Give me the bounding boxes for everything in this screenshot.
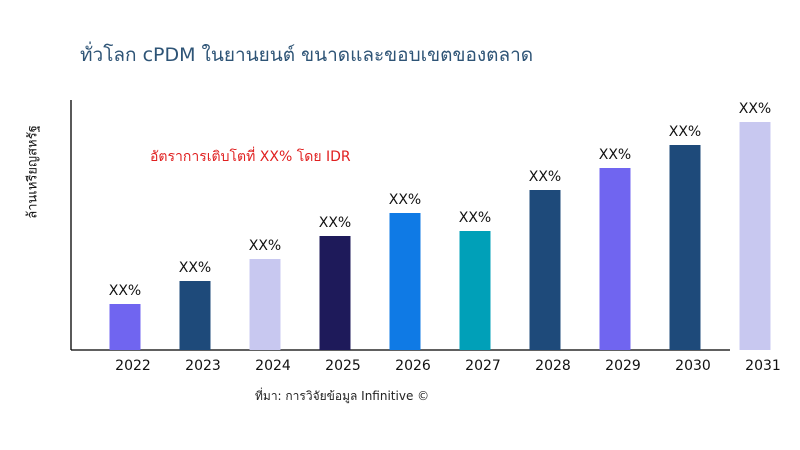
x-tick-label-2030: 2030 [675, 358, 711, 374]
bar-2027 [459, 231, 491, 350]
data-label-2027: XX% [459, 210, 491, 226]
bar-2024 [249, 259, 281, 350]
bar-2023 [179, 281, 211, 350]
x-tick-label-2027: 2027 [465, 358, 501, 374]
growth-annotation: อัตราการเติบโตที่ XX% โดย IDR [150, 149, 351, 165]
bar-2022 [109, 304, 141, 350]
data-label-2030: XX% [669, 124, 701, 140]
bar-2029 [599, 168, 631, 350]
x-tick-label-2023: 2023 [185, 358, 221, 374]
x-tick-label-2028: 2028 [535, 358, 571, 374]
x-tick-label-2024: 2024 [255, 358, 291, 374]
bar-2025 [319, 236, 351, 350]
data-label-2029: XX% [599, 147, 631, 163]
data-label-2023: XX% [179, 260, 211, 276]
data-label-2025: XX% [319, 215, 351, 231]
bar-2028 [529, 190, 561, 350]
chart-title: ทั่วโลก cPDM ในยานยนต์ ขนาดและขอบเขตของต… [80, 44, 534, 66]
data-label-2026: XX% [389, 192, 421, 208]
bar-2030 [669, 145, 701, 350]
data-label-2028: XX% [529, 169, 561, 185]
x-tick-label-2031: 2031 [745, 358, 781, 374]
x-tick-label-2026: 2026 [395, 358, 431, 374]
x-tick-label-2022: 2022 [115, 358, 151, 374]
source-note: ที่มา: การวิจัยข้อมูล Infinitive © [255, 389, 430, 403]
bar-2026 [389, 213, 421, 350]
data-label-2024: XX% [249, 238, 281, 254]
x-tick-label-2025: 2025 [325, 358, 361, 374]
data-label-2022: XX% [109, 283, 141, 299]
x-tick-label-2029: 2029 [605, 358, 641, 374]
data-label-2031: XX% [739, 101, 771, 117]
bar-2031 [739, 122, 771, 350]
